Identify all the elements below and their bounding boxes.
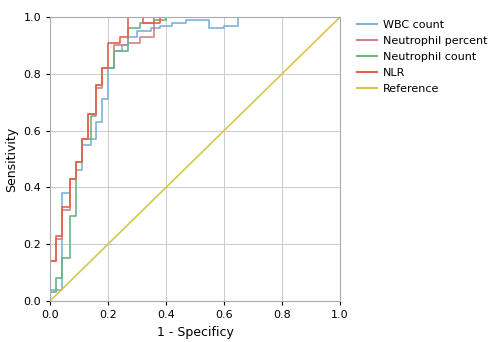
X-axis label: 1 - Specificy: 1 - Specificy xyxy=(156,326,234,339)
Y-axis label: Sensitivity: Sensitivity xyxy=(4,127,18,192)
Legend: WBC count, Neutrophil percent, Neutrophil count, NLR, Reference: WBC count, Neutrophil percent, Neutrophi… xyxy=(357,20,487,94)
